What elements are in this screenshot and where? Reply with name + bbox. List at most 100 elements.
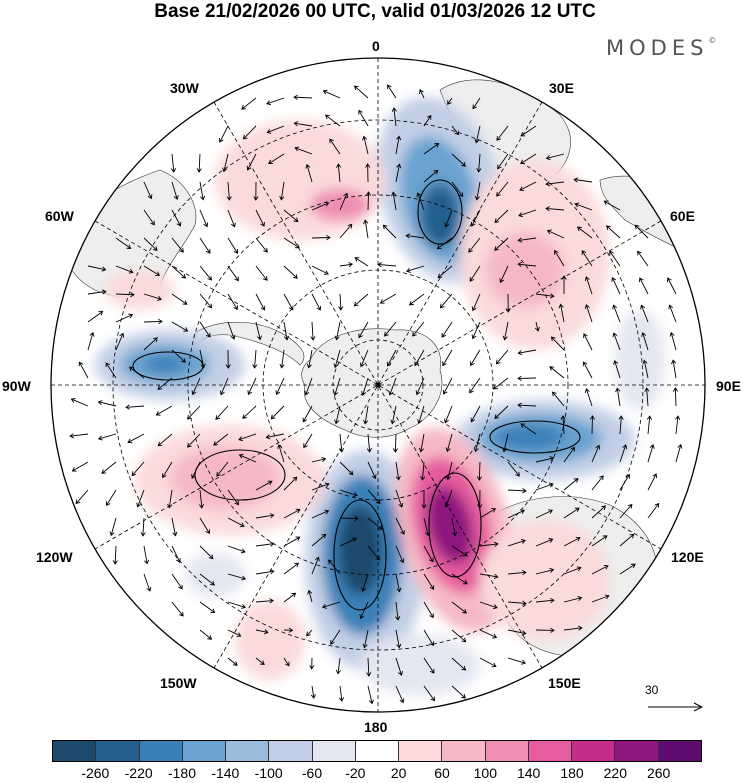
pos-minor-west	[105, 270, 175, 310]
wind-vector	[171, 349, 186, 363]
wind-vector	[366, 657, 372, 677]
wind-vector	[603, 200, 621, 211]
wind-vector	[591, 535, 608, 547]
wind-vector	[611, 276, 621, 295]
wind-vector	[395, 135, 402, 155]
wind-vector	[423, 114, 432, 127]
wind-vector	[535, 597, 555, 604]
wind-vector	[469, 377, 481, 394]
brand-name: MODES	[606, 36, 709, 60]
wind-vector	[199, 181, 206, 201]
wind-vector	[328, 559, 341, 575]
wind-vector	[242, 405, 257, 419]
wind-vector	[266, 97, 285, 106]
wind-vector	[265, 433, 285, 440]
wind-vector	[423, 545, 434, 563]
wind-vector	[507, 509, 526, 519]
wind-vector	[379, 293, 397, 304]
wind-vector	[339, 192, 349, 211]
wind-vector	[423, 657, 435, 674]
wind-vector	[115, 332, 125, 351]
label-lon-120e: 120E	[671, 549, 704, 565]
wind-vector	[171, 265, 186, 279]
wind-vector	[321, 601, 341, 609]
wind-vector	[363, 219, 369, 239]
wind-vector	[275, 377, 285, 396]
wind-vector	[310, 321, 316, 341]
wind-vector	[545, 206, 565, 212]
wind-vector	[329, 138, 341, 155]
colorbar-swatch	[269, 741, 313, 761]
wind-vector	[479, 629, 498, 639]
wind-vector	[507, 629, 527, 636]
wind-vector	[270, 405, 285, 420]
colorbar-swatch	[182, 741, 227, 761]
colorbar-tick-label: -100	[254, 765, 283, 781]
wind-vector	[584, 304, 593, 323]
wind-vector	[171, 237, 184, 253]
wind-vector	[666, 277, 677, 295]
wind-vector	[479, 541, 499, 547]
wind-vector	[106, 489, 117, 507]
wind-vector	[641, 332, 649, 351]
wind-vector	[283, 508, 301, 519]
wind-vector	[75, 489, 89, 505]
neg-southpacific-core	[145, 355, 185, 373]
pos-australia	[480, 520, 610, 640]
wind-vector	[517, 375, 537, 381]
wind-vector	[283, 237, 300, 249]
wind-vector	[634, 224, 649, 239]
wind-vector	[199, 601, 216, 614]
wind-vector	[418, 433, 425, 453]
wind-vector	[219, 377, 229, 396]
wind-vector	[171, 293, 188, 305]
wind-vector	[115, 292, 135, 298]
wind-vector	[199, 237, 211, 254]
wind-vector	[171, 209, 182, 227]
wind-vector	[507, 461, 520, 477]
wind-vector	[227, 237, 239, 254]
wind-vector	[591, 475, 604, 491]
wind-vector	[395, 517, 405, 535]
label-lon-180: 180	[364, 719, 388, 735]
wind-vector	[423, 573, 435, 590]
wind-vector	[446, 461, 453, 481]
wind-vector	[339, 223, 353, 239]
wind-vector	[238, 433, 257, 442]
colorbar-swatch	[528, 741, 573, 761]
wind-vector	[395, 489, 404, 508]
wind-vector	[157, 433, 173, 447]
colorbar-tick-label: -60	[301, 765, 323, 781]
wind-vector	[69, 433, 89, 439]
wind-vector	[612, 304, 621, 323]
wind-vector	[309, 657, 315, 670]
wind-vector	[199, 209, 209, 228]
wind-vector	[442, 377, 453, 395]
wind-vector	[451, 601, 467, 614]
wind-vector	[494, 405, 509, 419]
wind-vector	[563, 507, 580, 519]
wind-vector	[255, 598, 274, 604]
wind-vector	[414, 349, 425, 367]
wind-vector	[560, 415, 566, 435]
wind-vector	[227, 517, 245, 528]
wind-vector	[293, 121, 313, 127]
wind-vector	[451, 181, 464, 198]
colorbar-swatch	[658, 741, 701, 761]
wind-vector	[143, 293, 163, 301]
wind-vector	[283, 536, 301, 547]
wind-vector	[549, 366, 565, 379]
wind-vector	[535, 538, 554, 547]
wind-vector	[277, 443, 285, 463]
wind-vector	[563, 566, 582, 575]
wind-vector	[339, 515, 359, 522]
wind-vector	[479, 508, 497, 519]
wind-vector	[441, 321, 453, 338]
wind-vector	[171, 181, 179, 201]
wind-vector	[423, 601, 434, 619]
wind-vector	[143, 545, 150, 565]
anomaly-field	[95, 96, 665, 695]
wind-vector	[436, 237, 453, 250]
wind-vector	[591, 594, 610, 603]
wind-vector	[451, 685, 466, 699]
